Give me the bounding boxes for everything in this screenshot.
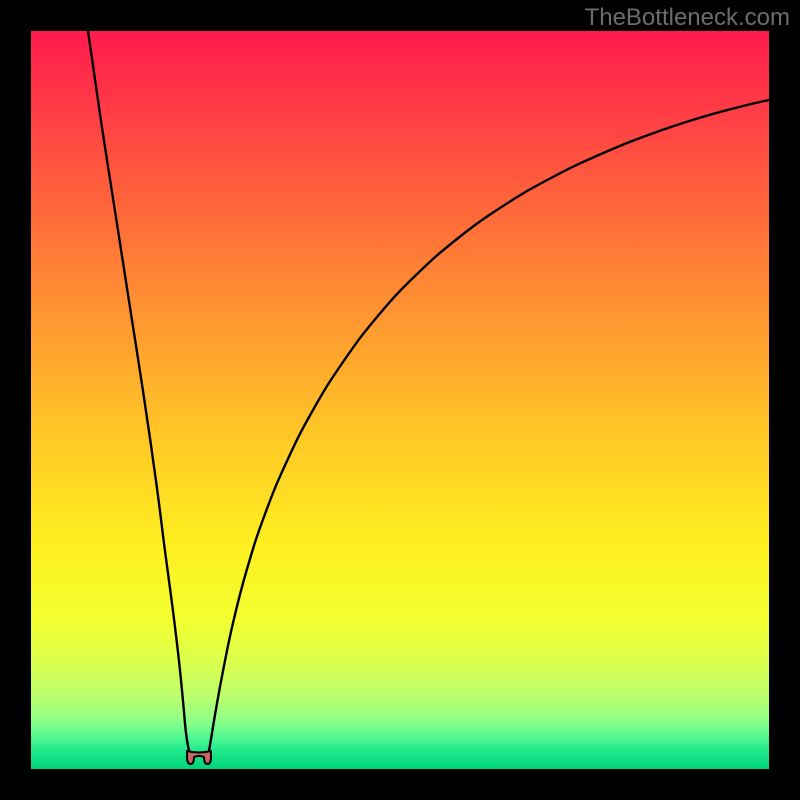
valley-notch <box>187 751 211 764</box>
watermark-text: TheBottleneck.com <box>585 4 790 32</box>
curve-layer <box>31 31 769 769</box>
plot-area <box>31 31 769 769</box>
curve-left-branch <box>88 31 189 751</box>
curve-right-branch <box>209 100 769 751</box>
